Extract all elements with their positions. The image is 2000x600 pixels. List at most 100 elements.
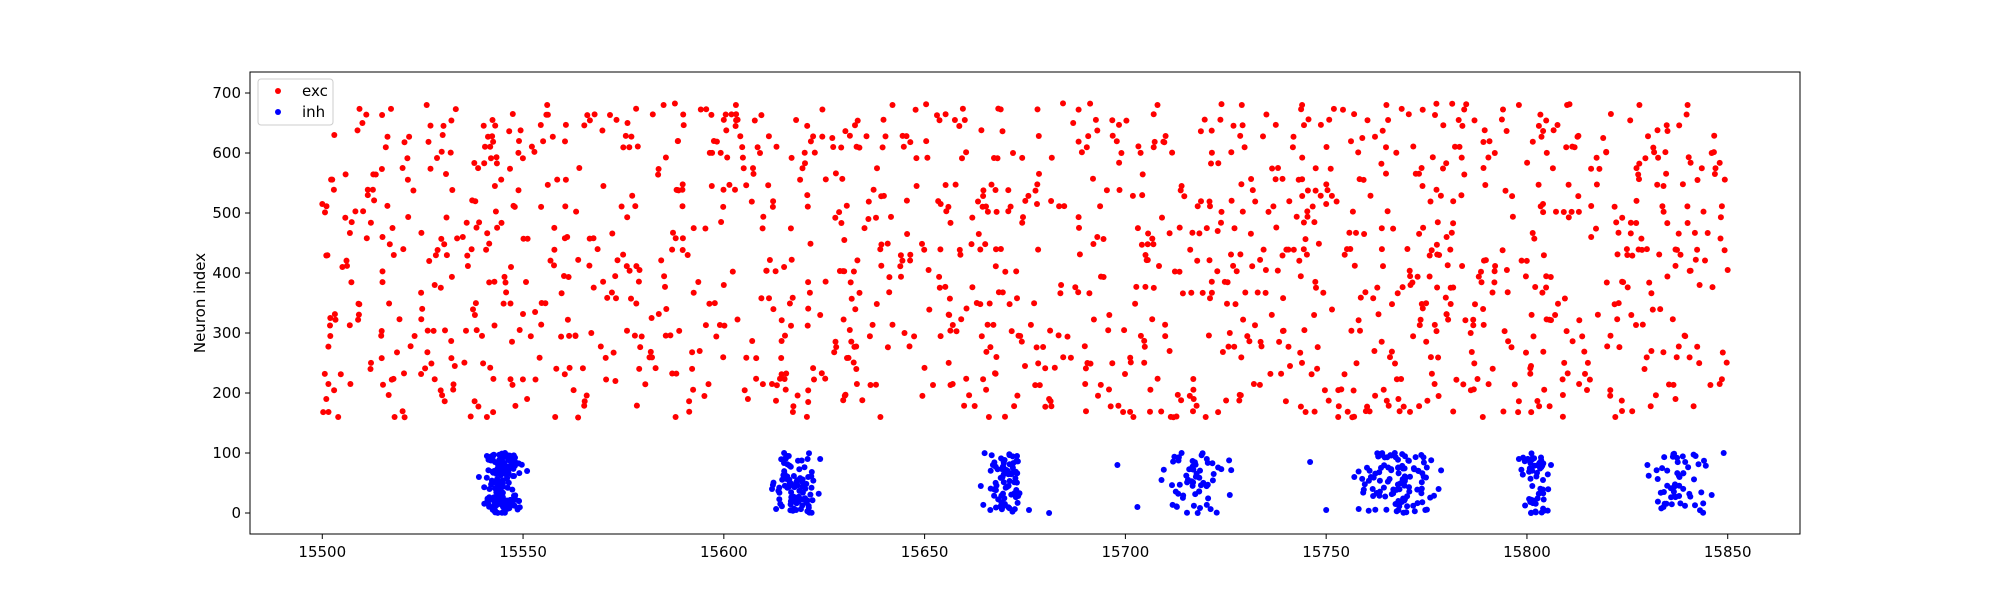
exc-spike [720, 203, 727, 210]
exc-spike [697, 106, 704, 113]
exc-spike [386, 300, 393, 307]
exc-spike [512, 402, 519, 409]
exc-spike [396, 316, 403, 323]
exc-spike [1067, 354, 1074, 361]
exc-spike [980, 187, 987, 194]
exc-spike [1388, 348, 1395, 355]
exc-spike [647, 348, 654, 355]
exc-spike [471, 398, 478, 405]
exc-spike [1404, 246, 1411, 252]
exc-spike [1056, 203, 1063, 210]
inh-spike [494, 469, 501, 476]
exc-spike [1010, 150, 1016, 156]
exc-spike [325, 343, 332, 350]
inh-spike [1526, 496, 1533, 502]
exc-spike [1296, 257, 1303, 264]
exc-spike [356, 301, 363, 308]
exc-spike [1006, 301, 1013, 308]
inh-spike [1702, 462, 1709, 469]
inh-spike [778, 503, 785, 510]
exc-spike [1031, 300, 1038, 307]
exc-spike [570, 387, 577, 394]
exc-spike [919, 240, 925, 247]
exc-spike [1686, 354, 1693, 361]
exc-spike [1410, 143, 1417, 150]
inh-spike [516, 470, 523, 477]
exc-spike [451, 363, 458, 369]
exc-spike [1581, 348, 1588, 355]
exc-spike [472, 300, 479, 307]
exc-spike [942, 283, 949, 290]
exc-spike [1314, 365, 1321, 372]
exc-spike [1447, 246, 1454, 253]
inh-spike [801, 464, 808, 471]
exc-spike [889, 321, 896, 328]
inh-spike [998, 499, 1005, 506]
exc-spike [655, 311, 662, 317]
exc-spike [331, 311, 338, 318]
exc-spike [1600, 135, 1607, 141]
exc-spike [672, 414, 679, 420]
exc-spike [1684, 203, 1691, 210]
exc-spike [1231, 225, 1238, 232]
exc-spike [921, 364, 928, 371]
inh-spike [1680, 485, 1687, 492]
exc-spike [1326, 116, 1333, 123]
exc-spike [1196, 230, 1203, 237]
inh-spike [1540, 460, 1547, 467]
exc-spike [899, 257, 906, 264]
exc-spike [1458, 154, 1465, 161]
exc-spike [1116, 159, 1123, 166]
exc-spike [878, 193, 885, 200]
exc-spike [671, 100, 678, 107]
exc-spike [508, 264, 514, 270]
exc-spike [1100, 236, 1107, 242]
exc-spike [1367, 192, 1374, 199]
y-tick-label: 200 [212, 384, 241, 402]
inh-spike [494, 476, 500, 483]
exc-spike [1638, 235, 1645, 242]
exc-spike [1033, 344, 1040, 351]
exc-spike [434, 247, 441, 253]
exc-spike [1527, 365, 1534, 372]
inh-spike [1420, 459, 1427, 466]
exc-spike [985, 414, 992, 420]
exc-spike [1652, 392, 1659, 399]
exc-spike [389, 225, 396, 231]
exc-spike [1206, 257, 1213, 264]
inh-spike [1661, 454, 1668, 461]
inh-spike [1158, 477, 1165, 483]
inh-spike [1412, 454, 1419, 461]
exc-spike [1230, 262, 1237, 269]
inh-spike [1534, 469, 1540, 476]
exc-spike [1588, 234, 1595, 240]
exc-spike [367, 219, 374, 226]
exc-spike [1238, 102, 1245, 108]
exc-spike [1584, 387, 1590, 393]
exc-spike [788, 322, 794, 329]
exc-spike [789, 409, 796, 415]
exc-spike [1424, 397, 1431, 404]
inh-spike [1403, 509, 1410, 516]
inh-spike [1659, 465, 1666, 472]
exc-spike [378, 332, 385, 339]
exc-spike [1042, 365, 1049, 372]
exc-spike [788, 256, 795, 263]
exc-spike [1543, 273, 1550, 280]
inh-spike [1519, 471, 1526, 478]
exc-spike [1409, 279, 1416, 286]
exc-spike [1156, 263, 1162, 269]
exc-spike [830, 144, 837, 150]
exc-spike [1664, 273, 1671, 280]
inh-spike [1395, 507, 1402, 514]
inh-spike [1395, 456, 1401, 463]
exc-spike [1048, 154, 1055, 161]
exc-spike [1434, 219, 1441, 226]
exc-spike [511, 203, 518, 210]
exc-spike [431, 282, 438, 288]
exc-spike [763, 267, 770, 274]
exc-spike [1396, 408, 1403, 415]
exc-spike [1664, 128, 1671, 134]
exc-spike [934, 112, 940, 119]
exc-spike [968, 241, 975, 248]
